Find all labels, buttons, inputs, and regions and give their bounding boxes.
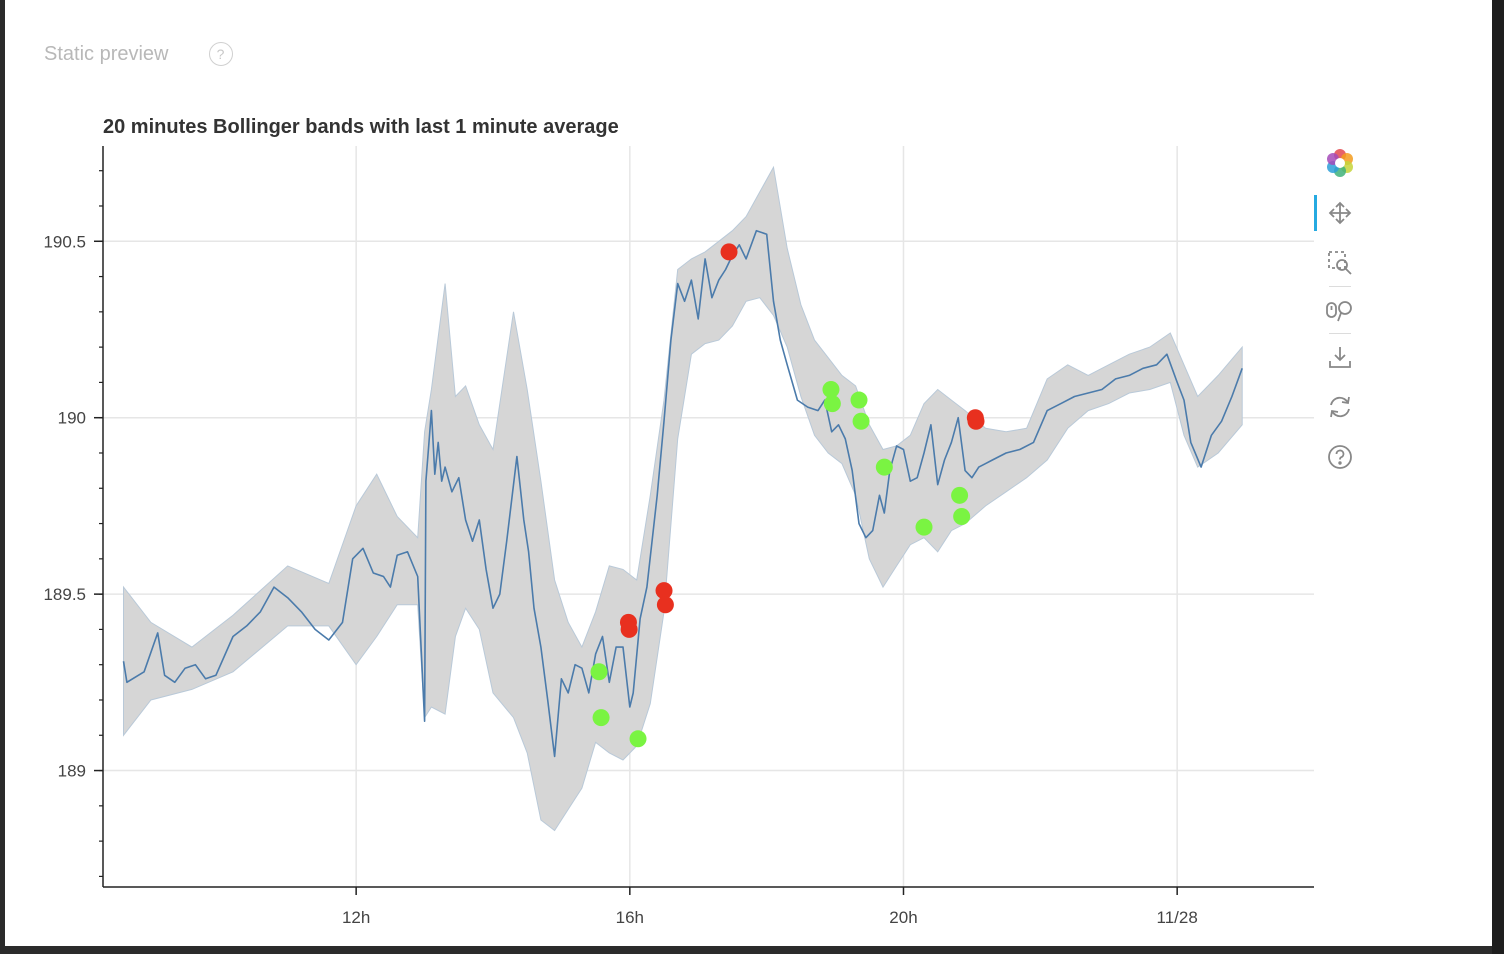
- bollinger-band: [123, 165, 1243, 832]
- reset-tool-button[interactable]: [1320, 385, 1360, 429]
- signal-markers: [590, 243, 985, 748]
- buy-signal-marker: [875, 458, 893, 476]
- preview-help-icon[interactable]: ?: [208, 42, 233, 66]
- bokeh-logo-icon: [1327, 149, 1353, 177]
- buy-signal-marker: [850, 391, 868, 409]
- y-tick-label: 189: [58, 762, 86, 781]
- axes: 189 189.5 190 190.5 12h 16h 20h 11/28: [43, 146, 1314, 927]
- y-tick-label: 189.5: [43, 585, 86, 604]
- chart-toolbar: [1314, 138, 1366, 482]
- toolbar-divider: [1329, 286, 1351, 287]
- buy-signal-marker: [852, 412, 870, 430]
- box-zoom-tool-icon: [1328, 251, 1352, 275]
- pan-tool-button[interactable]: [1314, 191, 1360, 235]
- x-tick-label: 20h: [889, 908, 917, 927]
- box-zoom-tool-button[interactable]: [1320, 241, 1360, 285]
- bollinger-band-area: [123, 165, 1243, 832]
- sell-signal-marker: [656, 596, 674, 614]
- buy-signal-marker: [592, 709, 610, 727]
- buy-signal-marker: [822, 380, 840, 398]
- wheel-zoom-tool-button[interactable]: [1320, 288, 1360, 332]
- preview-header: Static preview ?: [44, 38, 233, 70]
- y-tick-label: 190: [58, 409, 86, 428]
- buy-signal-marker: [915, 518, 933, 536]
- help-tool-button[interactable]: [1320, 435, 1360, 479]
- buy-signal-marker: [590, 663, 608, 681]
- bokeh-logo-button[interactable]: [1320, 141, 1360, 185]
- buy-signal-marker: [951, 486, 969, 504]
- reset-tool-icon: [1330, 396, 1350, 418]
- average-line: [122, 229, 1243, 758]
- buy-signal-marker: [953, 508, 971, 525]
- y-tick-label: 190.5: [43, 232, 86, 251]
- x-tick-label: 16h: [616, 908, 644, 927]
- buy-signal-marker: [629, 730, 647, 748]
- help-tool-icon: [1328, 445, 1352, 469]
- x-tick-label: 11/28: [1157, 908, 1198, 927]
- chart-title: 20 minutes Bollinger bands with last 1 m…: [103, 116, 619, 138]
- pan-tool-icon: [1328, 201, 1352, 225]
- save-tool-icon: [1329, 347, 1351, 368]
- preview-frame: [5, 0, 1492, 946]
- average-line-layer: [122, 229, 1243, 758]
- static-preview-label: Static preview: [44, 42, 169, 65]
- sell-signal-marker: [620, 620, 638, 638]
- sell-signal-marker: [967, 412, 985, 430]
- sell-signal-marker: [655, 582, 673, 600]
- window-edge: [1492, 0, 1504, 954]
- sell-signal-marker: [720, 243, 738, 261]
- save-tool-button[interactable]: [1320, 335, 1360, 379]
- buy-signal-marker: [823, 395, 841, 413]
- x-tick-label: 12h: [342, 908, 370, 927]
- wheel-zoom-tool-icon: [1326, 301, 1352, 322]
- toolbar-divider: [1329, 333, 1351, 334]
